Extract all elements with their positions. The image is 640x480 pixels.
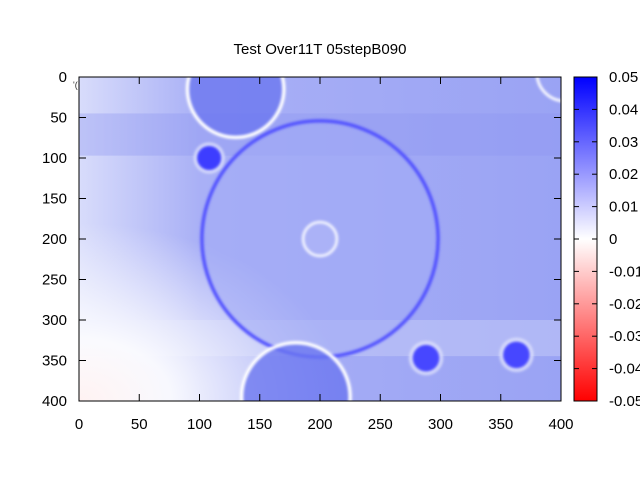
y-tick-label: 250 (42, 272, 67, 289)
x-tick-label: 100 (187, 416, 212, 433)
ring-edge (239, 340, 352, 401)
axes: 0 50 100 150 200 250 300 350 400 0 50 100 150 200 250 3… (42, 69, 574, 433)
colorbar-tick-label: 0.01 (609, 199, 638, 216)
chart-title: Test Over11T 05stepB090 (233, 41, 407, 58)
x-tick-label: 150 (247, 416, 272, 433)
colorbar-tick-label: 0.04 (609, 101, 638, 118)
colorbar-tick-label: 0.03 (609, 134, 638, 151)
y-tick-label: 150 (42, 191, 67, 208)
colorbar-gradient (574, 77, 597, 401)
colorbar-tick-label: -0.01 (609, 263, 640, 280)
ring-fill (187, 77, 284, 138)
colorbar-tick-label: 0.05 (609, 69, 638, 86)
colorbar-tick-label: -0.03 (609, 328, 640, 345)
x-tick-label: 350 (488, 416, 513, 433)
spot (412, 344, 440, 372)
x-tick-label: 250 (368, 416, 393, 433)
spot (197, 145, 222, 171)
x-tick-label: 400 (548, 416, 573, 433)
ring-fill (303, 222, 337, 256)
y-tick-label: 350 (42, 353, 67, 370)
ring-edge (185, 77, 286, 140)
colorbar-tick-label: -0.05 (609, 393, 640, 410)
ring-fill (241, 342, 351, 401)
y-tick-label: 50 (50, 110, 67, 127)
y-tick-label: 200 (42, 231, 67, 248)
colorbar: -0.05 -0.04 -0.03 -0.02 -0.01 0 0.01 0.02 0.03 0.… (573, 69, 640, 410)
stray-mark: '( (73, 80, 78, 90)
spot (503, 341, 530, 369)
y-tick-label: 400 (42, 393, 67, 410)
colorbar-tick-label: -0.02 (609, 296, 640, 313)
colorbar-tick-label: 0 (609, 231, 617, 248)
y-tick-label: 0 (59, 69, 67, 86)
x-tick-label: 300 (428, 416, 453, 433)
y-tick-label: 100 (42, 150, 67, 167)
x-tick-label: 0 (75, 416, 83, 433)
colorbar-tick-label: 0.02 (609, 166, 638, 183)
heatmap-area (79, 77, 561, 401)
ring-edge (301, 220, 339, 258)
colorbar-tick-label: -0.04 (609, 361, 640, 378)
y-tick-label: 300 (42, 312, 67, 329)
x-tick-label: 50 (131, 416, 148, 433)
x-tick-label: 200 (307, 416, 332, 433)
